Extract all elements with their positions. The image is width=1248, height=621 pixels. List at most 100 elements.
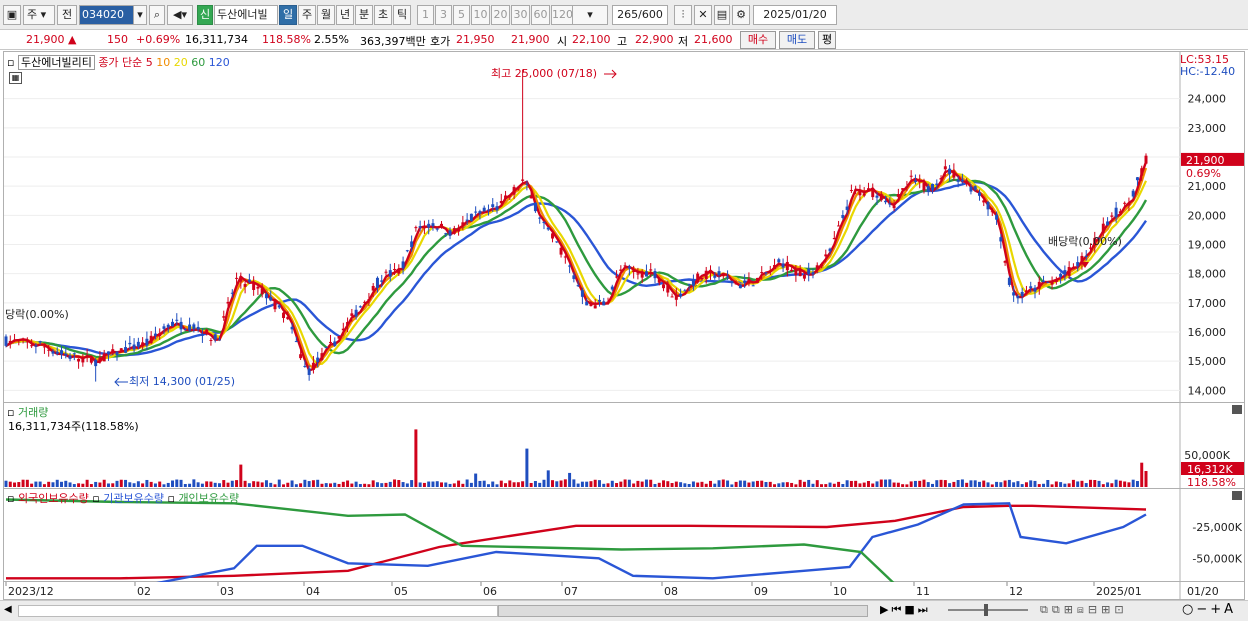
volume-bar [1046,479,1050,487]
interval-dropdown[interactable]: ▾ [572,5,608,25]
scroll-track[interactable] [18,605,498,617]
volume-bar [247,483,251,487]
volume-bar [422,482,426,487]
interval-tab[interactable]: 60 [531,5,550,25]
speaker-icon[interactable]: ◀▾ [167,5,193,25]
legend-ma-20: 20 [173,56,188,69]
gear-icon[interactable]: ⚙ [732,5,750,25]
window-icon[interactable]: ▣ [3,5,21,25]
date-input[interactable]: 2025/01/20 [753,5,837,25]
volume-bar [879,479,883,487]
close-pane-icon[interactable] [1232,405,1242,414]
volume-bar [486,484,490,487]
volume-bar [726,480,730,487]
holdings-pane[interactable]: -25,000K -50,000K ▫ 외국인보유수량 ▫ 기관보유수량 ▫ 개인… [3,489,1245,582]
interval-tab[interactable]: 3 [435,5,452,25]
candle-body [132,344,136,350]
volume-bar [1110,483,1114,487]
price-chart[interactable]: 24,00023,00022,00021,00020,00019,00018,0… [3,51,1245,403]
candle-body [68,355,72,359]
ma-5-line [5,161,1148,373]
candle-body [717,271,721,276]
view-tool-icons[interactable]: ⧉⧉⊞⧈⊟⊞⊡ [1040,603,1128,616]
period-tab[interactable]: 초 [374,5,392,25]
period-tab[interactable]: 분 [355,5,373,25]
period-tab[interactable]: 년 [336,5,354,25]
candle-body [615,276,619,278]
market-select[interactable]: 주 ▾ [23,5,55,25]
code-dropdown-icon[interactable]: ▾ [133,5,147,25]
volume-bar [94,481,98,487]
candle-body [871,188,875,198]
candle-body [790,269,794,272]
volume-bar [465,479,469,487]
stock-code-input[interactable]: 034020 [79,5,135,25]
volume-bar [785,482,789,487]
playback-controls[interactable]: ▶⏮■⏭ [880,603,931,616]
scroll-left-icon[interactable]: ◀ [4,604,12,615]
candle-body [640,271,644,278]
candle-body [977,192,981,196]
candle-body [119,348,123,351]
chart-type-icon[interactable]: ⫶ [674,5,692,25]
volume-bar [1012,482,1016,487]
volume-bar [644,479,648,487]
avg-button[interactable]: 평 [818,31,836,49]
volume-legend: ▫ 거래량 [7,406,49,419]
volume-bar [320,483,324,487]
interval-tab[interactable]: 10 [471,5,490,25]
save-icon[interactable]: ▤ [714,5,730,25]
date-label: 08 [664,585,678,598]
interval-tab[interactable]: 5 [453,5,470,25]
candle-body [89,357,93,363]
candle-body [529,195,533,199]
search-icon[interactable]: ⌕ [149,5,165,25]
candle-body [474,211,478,213]
volume-bar [440,482,443,487]
interval-tab[interactable]: 1 [417,5,434,25]
candle-body [691,279,695,286]
zoom-slider-handle[interactable] [984,604,988,616]
volume-bar [188,483,192,487]
volume-bar [375,482,379,487]
period-tab[interactable]: 틱 [393,5,411,25]
count-display[interactable]: 265/600 [612,5,668,25]
volume-bar [674,481,678,487]
zoom-slider[interactable] [948,609,1028,611]
period-tab[interactable]: 일 [279,5,297,25]
draw-tool-icon[interactable]: ✕ [694,5,712,25]
volume-bar [734,481,738,487]
interval-tab[interactable]: 20 [491,5,510,25]
volume-bar [192,479,196,487]
prev-button[interactable]: 전 [57,5,77,25]
scroll-thumb[interactable] [498,605,868,617]
volume-bar [239,464,243,487]
candle-body [845,206,849,210]
interval-tab[interactable]: 120 [551,5,573,25]
sell-button[interactable]: 매도 [779,31,815,49]
candle-body [585,301,589,306]
candle-body [55,351,59,354]
candle-body [431,223,435,227]
volume-bar [636,480,640,487]
volume-bar [311,480,315,487]
volume-bar [51,482,55,487]
chart-scrollbar[interactable]: ◀ ▶⏮■⏭ ⧉⧉⊞⧈⊟⊞⊡ ○−+A [0,600,1248,621]
calculator-icon[interactable]: ▦ [9,72,22,84]
candle-body [606,301,610,303]
candle-body [299,354,303,359]
volume-bar [384,482,388,487]
candle-body [1012,292,1016,296]
volume-bar [47,481,51,487]
period-tab[interactable]: 주 [298,5,316,25]
zoom-tool-icons[interactable]: ○−+A [1182,602,1237,617]
candle-body [516,187,520,189]
period-tab[interactable]: 월 [317,5,335,25]
candle-body [461,222,465,226]
volume-bar [896,482,900,487]
buy-button[interactable]: 매수 [740,31,776,49]
interval-tab[interactable]: 30 [511,5,530,25]
close-pane-icon[interactable] [1232,491,1242,500]
candle-body [764,272,768,274]
